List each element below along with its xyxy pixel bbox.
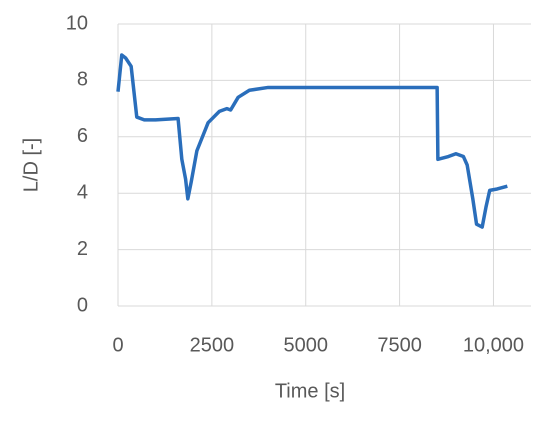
y-tick-label: 10 [66,12,88,34]
y-tick-label: 4 [77,181,88,203]
x-axis-label: Time [s] [275,380,345,402]
data-line [116,53,508,229]
y-tick-label: 8 [77,69,88,91]
y-tick-label: 2 [77,238,88,260]
x-tick-label: 2500 [190,334,235,356]
x-tick-label: 10,000 [463,334,524,356]
y-axis-label: L/D [-] [20,138,42,192]
x-tick-label: 7500 [377,334,422,356]
x-tick-label: 5000 [283,334,328,356]
y-tick-label: 0 [77,294,88,316]
x-tick-label: 0 [112,334,123,356]
y-tick-label: 6 [77,125,88,147]
